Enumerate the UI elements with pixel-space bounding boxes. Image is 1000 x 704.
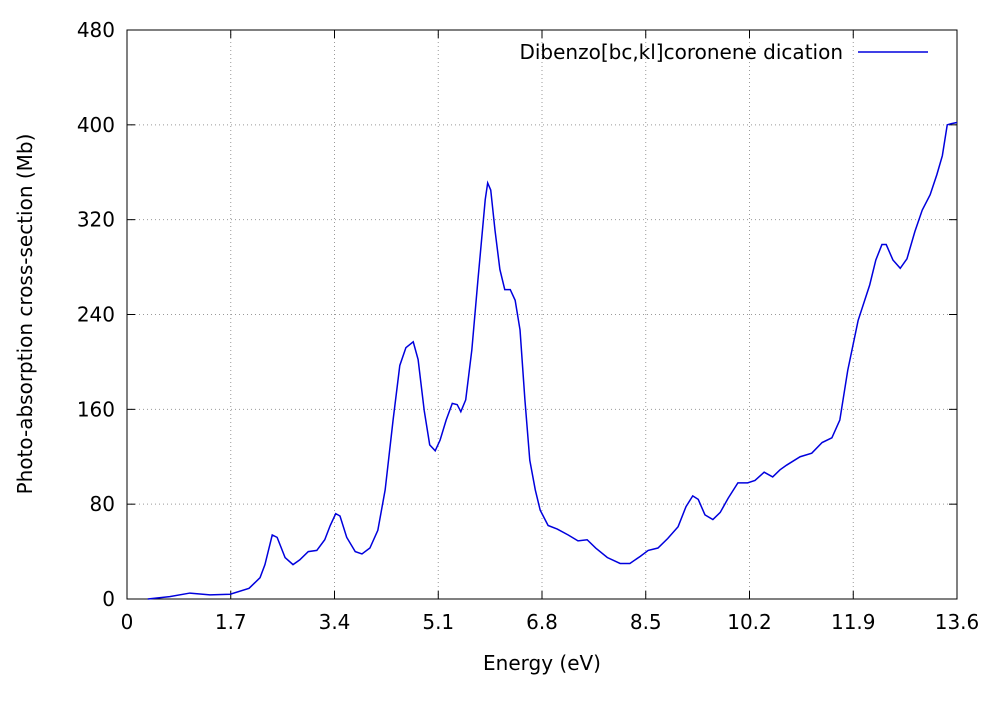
y-tick-label: 240 bbox=[77, 303, 115, 327]
x-tick-label: 10.2 bbox=[727, 610, 772, 634]
y-axis-label: Photo-absorption cross-section (Mb) bbox=[13, 134, 37, 495]
legend-label: Dibenzo[bc,kl]coronene dication bbox=[519, 40, 843, 64]
y-tick-label: 0 bbox=[102, 587, 115, 611]
x-tick-label: 5.1 bbox=[422, 610, 454, 634]
data-line bbox=[147, 121, 958, 600]
y-tick-label: 400 bbox=[77, 113, 115, 137]
x-tick-label: 8.5 bbox=[630, 610, 662, 634]
x-tick-label: 1.7 bbox=[215, 610, 247, 634]
x-tick-label: 3.4 bbox=[319, 610, 351, 634]
y-tick-label: 320 bbox=[77, 208, 115, 232]
y-tick-label: 80 bbox=[90, 492, 115, 516]
x-tick-label: 0 bbox=[121, 610, 134, 634]
x-tick-label: 13.6 bbox=[935, 610, 980, 634]
x-tick-label: 11.9 bbox=[831, 610, 876, 634]
y-tick-label: 480 bbox=[77, 18, 115, 42]
x-tick-label: 6.8 bbox=[526, 610, 558, 634]
y-tick-label: 160 bbox=[77, 397, 115, 421]
x-axis-label: Energy (eV) bbox=[483, 651, 601, 675]
